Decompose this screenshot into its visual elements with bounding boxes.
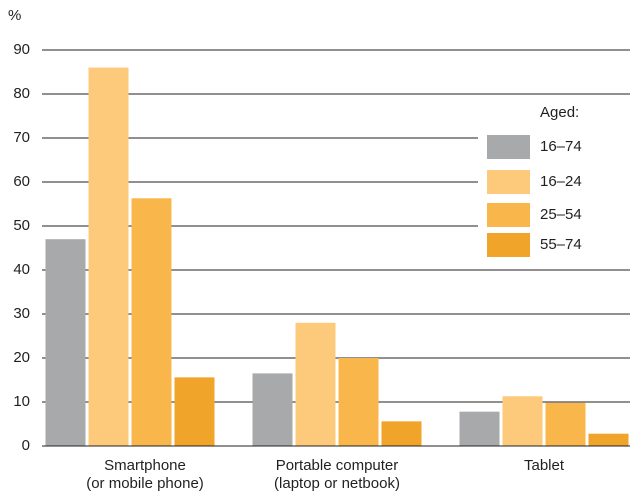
bar bbox=[588, 433, 629, 446]
legend-title: Aged: bbox=[540, 104, 579, 121]
legend-swatch bbox=[487, 203, 530, 227]
bar bbox=[338, 358, 379, 446]
y-tick-label: 10 bbox=[13, 393, 30, 410]
y-tick-label: 70 bbox=[13, 129, 30, 146]
bar bbox=[459, 411, 500, 446]
bar bbox=[545, 402, 586, 446]
bar bbox=[381, 421, 422, 446]
bar bbox=[131, 198, 172, 446]
y-tick-label: 0 bbox=[22, 437, 30, 454]
x-tick-label: Smartphone bbox=[104, 457, 186, 474]
legend-label: 25–54 bbox=[540, 206, 582, 223]
bar bbox=[174, 377, 215, 446]
bar bbox=[88, 67, 129, 446]
bar bbox=[295, 322, 336, 446]
x-tick-label: Tablet bbox=[524, 457, 565, 474]
y-tick-label: 40 bbox=[13, 261, 30, 278]
y-tick-label: 50 bbox=[13, 217, 30, 234]
legend-swatch bbox=[487, 233, 530, 257]
legend-label: 16–74 bbox=[540, 138, 582, 155]
legend-label: 16–24 bbox=[540, 173, 582, 190]
y-tick-label: 90 bbox=[13, 41, 30, 58]
legend-swatch bbox=[487, 135, 530, 159]
y-tick-label: 80 bbox=[13, 85, 30, 102]
y-axis-label: % bbox=[8, 7, 21, 24]
bar bbox=[252, 373, 293, 446]
x-tick-label: (laptop or netbook) bbox=[274, 475, 400, 492]
bar bbox=[502, 396, 543, 446]
y-tick-label: 20 bbox=[13, 349, 30, 366]
x-tick-label: Portable computer bbox=[276, 457, 399, 474]
y-tick-label: 30 bbox=[13, 305, 30, 322]
legend-swatch bbox=[487, 170, 530, 194]
legend-label: 55–74 bbox=[540, 236, 582, 253]
x-tick-label: (or mobile phone) bbox=[86, 475, 204, 492]
y-tick-label: 60 bbox=[13, 173, 30, 190]
bar bbox=[45, 239, 86, 446]
